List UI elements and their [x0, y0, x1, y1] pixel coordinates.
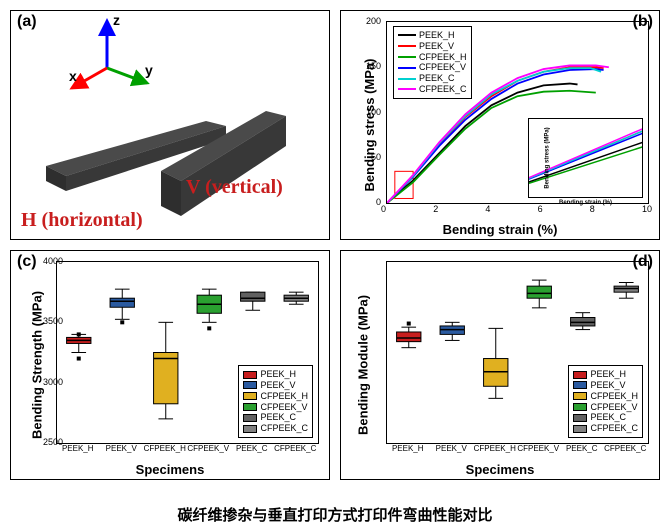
legend-item: CFPEEK_V [243, 402, 308, 413]
legend-item: PEEK_C [243, 412, 308, 423]
figure: (a) z y x [0, 0, 670, 530]
legend-item: CFPEEK_V [398, 62, 467, 73]
panel-d-plot: PEEK_HPEEK_VCFPEEK_HCFPEEK_VPEEK_CCFPEEK… [386, 261, 649, 444]
panel-a: (a) z y x [10, 10, 330, 240]
legend-item: PEEK_V [398, 41, 467, 52]
legend-item: CFPEEK_V [573, 402, 638, 413]
label-horizontal: H (horizontal) [21, 209, 143, 232]
legend-item: CFPEEK_H [573, 391, 638, 402]
panel-b: (b) Bending stress (MPa) Bending strain … [340, 10, 660, 240]
legend-item: PEEK_V [573, 380, 638, 391]
panel-d: (d) Bending Module (MPa) Specimens [340, 250, 660, 480]
panel-d-legend: PEEK_HPEEK_VCFPEEK_HCFPEEK_VPEEK_CCFPEEK… [568, 365, 643, 438]
panel-c-plot: PEEK_HPEEK_VCFPEEK_HCFPEEK_VPEEK_CCFPEEK… [56, 261, 319, 444]
panel-c-legend: PEEK_HPEEK_VCFPEEK_HCFPEEK_VPEEK_CCFPEEK… [238, 365, 313, 438]
panel-c-xlabel: Specimens [11, 462, 329, 477]
panel-d-xlabel: Specimens [341, 462, 659, 477]
legend-item: PEEK_V [243, 380, 308, 391]
panel-b-legend: PEEK_HPEEK_VCFPEEK_HCFPEEK_VPEEK_CCFPEEK… [393, 26, 472, 99]
label-vertical: V (vertical) [186, 176, 283, 199]
legend-item: CFPEEK_H [398, 52, 467, 63]
panel-b-xlabel: Bending strain (%) [341, 222, 659, 237]
panel-b-plot: PEEK_HPEEK_VCFPEEK_HCFPEEK_VPEEK_CCFPEEK… [386, 21, 649, 204]
legend-item: PEEK_H [398, 30, 467, 41]
legend-item: PEEK_C [573, 412, 638, 423]
legend-item: PEEK_H [243, 369, 308, 380]
specimens-sketch [11, 11, 331, 241]
figure-caption: 碳纤维掺杂与垂直打印方式打印件弯曲性能对比 [0, 504, 670, 525]
legend-item: CFPEEK_C [573, 423, 638, 434]
legend-item: CFPEEK_C [243, 423, 308, 434]
legend-item: PEEK_H [573, 369, 638, 380]
legend-item: PEEK_C [398, 73, 467, 84]
legend-item: CFPEEK_C [398, 84, 467, 95]
panel-c-ylabel: Bending Strength (MPa) [30, 291, 45, 439]
panel-d-ylabel: Bending Module (MPa) [356, 295, 371, 435]
legend-item: CFPEEK_H [243, 391, 308, 402]
panel-b-ylabel: Bending stress (MPa) [362, 59, 377, 192]
panel-b-inset: Bending stress (MPa) Bending strain (%) [528, 118, 643, 198]
